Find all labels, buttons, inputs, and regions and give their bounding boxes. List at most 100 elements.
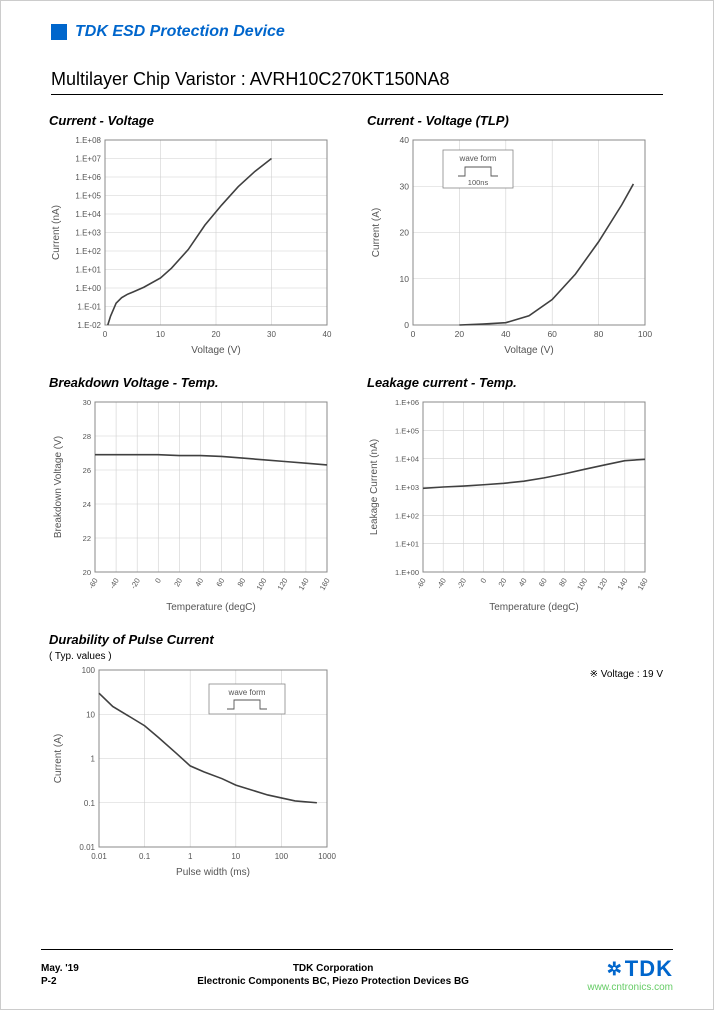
svg-text:Breakdown Voltage (V): Breakdown Voltage (V) bbox=[53, 436, 64, 538]
footer-left: May. '19 P-2 bbox=[41, 962, 79, 988]
svg-text:0: 0 bbox=[404, 320, 409, 330]
svg-text:1.E+03: 1.E+03 bbox=[75, 229, 101, 238]
svg-text:30: 30 bbox=[267, 330, 276, 339]
svg-text:-40: -40 bbox=[435, 577, 448, 591]
svg-text:0: 0 bbox=[411, 329, 416, 339]
svg-text:40: 40 bbox=[323, 330, 332, 339]
chart-pulse: Durability of Pulse Current ( Typ. value… bbox=[49, 632, 347, 879]
svg-text:1.E+02: 1.E+02 bbox=[75, 247, 101, 256]
svg-text:26: 26 bbox=[83, 466, 91, 475]
svg-text:0.1: 0.1 bbox=[84, 799, 96, 808]
tdk-logo-text: TDK bbox=[625, 956, 673, 982]
svg-text:Voltage (V): Voltage (V) bbox=[191, 345, 240, 356]
svg-text:80: 80 bbox=[235, 577, 247, 589]
svg-text:0.01: 0.01 bbox=[79, 843, 95, 852]
svg-text:1.E+05: 1.E+05 bbox=[75, 192, 101, 201]
svg-text:160: 160 bbox=[636, 577, 650, 592]
header-title: TDK ESD Protection Device bbox=[75, 23, 285, 41]
chart-tlp: Current - Voltage (TLP) 0204060801000102… bbox=[367, 113, 665, 357]
svg-text:10: 10 bbox=[231, 852, 240, 861]
svg-text:-20: -20 bbox=[129, 577, 142, 591]
footer-center: TDK Corporation Electronic Components BC… bbox=[197, 962, 469, 988]
svg-text:160: 160 bbox=[318, 577, 332, 592]
svg-text:wave form: wave form bbox=[228, 688, 266, 697]
svg-text:100: 100 bbox=[82, 666, 96, 675]
chart-leak-title: Leakage current - Temp. bbox=[367, 375, 665, 390]
chart-tlp-title: Current - Voltage (TLP) bbox=[367, 113, 665, 128]
chart-bdv-title: Breakdown Voltage - Temp. bbox=[49, 375, 347, 390]
svg-text:140: 140 bbox=[615, 577, 629, 592]
svg-text:100: 100 bbox=[275, 852, 289, 861]
footer-company: TDK Corporation bbox=[197, 962, 469, 975]
chart-leak-svg: -60-40-200204060801001201401601.E+001.E+… bbox=[367, 394, 657, 614]
svg-text:120: 120 bbox=[595, 577, 609, 592]
svg-text:1.E+06: 1.E+06 bbox=[395, 398, 419, 407]
svg-text:40: 40 bbox=[501, 329, 511, 339]
svg-text:40: 40 bbox=[517, 577, 529, 589]
svg-text:1.E-02: 1.E-02 bbox=[77, 321, 101, 330]
svg-text:10: 10 bbox=[86, 710, 95, 719]
svg-text:0: 0 bbox=[103, 330, 108, 339]
svg-text:20: 20 bbox=[400, 228, 410, 238]
svg-text:1.E+04: 1.E+04 bbox=[75, 210, 101, 219]
svg-text:140: 140 bbox=[297, 577, 311, 592]
svg-text:40: 40 bbox=[193, 577, 205, 589]
svg-text:1.E-01: 1.E-01 bbox=[77, 303, 101, 312]
chart-bdv-svg: -60-40-200204060801001201401602022242628… bbox=[49, 394, 339, 614]
svg-text:1.E+00: 1.E+00 bbox=[395, 568, 419, 577]
svg-text:-60: -60 bbox=[415, 577, 428, 591]
svg-text:24: 24 bbox=[83, 500, 91, 509]
footer-page: P-2 bbox=[41, 975, 79, 988]
svg-text:22: 22 bbox=[83, 534, 91, 543]
svg-text:1.E+01: 1.E+01 bbox=[395, 540, 419, 549]
svg-text:Temperature (degC): Temperature (degC) bbox=[166, 602, 255, 613]
chart-iv: Current - Voltage 0 10 20 30 40 1.E-02 1.E-01 1… bbox=[49, 113, 347, 357]
svg-text:100ns: 100ns bbox=[468, 178, 489, 187]
svg-text:Leakage Current (nA): Leakage Current (nA) bbox=[369, 439, 380, 535]
svg-text:-60: -60 bbox=[87, 577, 100, 591]
svg-text:1000: 1000 bbox=[318, 852, 336, 861]
svg-text:1.E+05: 1.E+05 bbox=[395, 426, 419, 435]
chart-iv-svg: 0102030401.E-021.E-011.E+001.E+011.E+021… bbox=[49, 132, 339, 357]
header-brand-square bbox=[51, 24, 67, 40]
chart-pulse-subtitle: ( Typ. values ) bbox=[49, 651, 347, 662]
svg-text:80: 80 bbox=[594, 329, 604, 339]
chart-bdv: Breakdown Voltage - Temp. -60 -40 -20 0 20 40… bbox=[49, 375, 347, 614]
watermark: www.cntronics.com bbox=[587, 982, 673, 993]
svg-text:1.E+06: 1.E+06 bbox=[75, 173, 101, 182]
svg-text:1: 1 bbox=[91, 755, 96, 764]
svg-text:10: 10 bbox=[156, 330, 165, 339]
svg-text:1.E+01: 1.E+01 bbox=[75, 266, 101, 275]
page-header: TDK ESD Protection Device bbox=[1, 1, 713, 41]
svg-text:0.1: 0.1 bbox=[139, 852, 151, 861]
svg-text:1.E+03: 1.E+03 bbox=[395, 483, 419, 492]
footer-right: ✲TDK www.cntronics.com bbox=[587, 956, 673, 993]
svg-text:1.E+02: 1.E+02 bbox=[395, 511, 419, 520]
svg-text:20: 20 bbox=[212, 330, 221, 339]
chart-pulse-svg: 0.010.111010010000.010.1110100Pulse widt… bbox=[49, 664, 339, 879]
chart-iv-title: Current - Voltage bbox=[49, 113, 347, 128]
tdk-logo-icon: ✲ bbox=[607, 959, 623, 980]
svg-text:-20: -20 bbox=[455, 577, 468, 591]
svg-text:60: 60 bbox=[537, 577, 549, 589]
svg-text:1: 1 bbox=[188, 852, 193, 861]
svg-text:120: 120 bbox=[275, 577, 289, 592]
svg-text:Current (A): Current (A) bbox=[53, 734, 64, 783]
svg-text:0.01: 0.01 bbox=[91, 852, 107, 861]
footer-divider bbox=[41, 949, 673, 950]
svg-text:40: 40 bbox=[400, 135, 410, 145]
svg-text:60: 60 bbox=[547, 329, 557, 339]
svg-text:-40: -40 bbox=[108, 577, 121, 591]
svg-text:20: 20 bbox=[496, 577, 508, 589]
svg-text:1.E+08: 1.E+08 bbox=[75, 136, 101, 145]
svg-text:0: 0 bbox=[153, 577, 163, 585]
svg-text:28: 28 bbox=[83, 432, 91, 441]
page-title: Multilayer Chip Varistor : AVRH10C270KT1… bbox=[51, 69, 663, 95]
footer-division: Electronic Components BC, Piezo Protecti… bbox=[197, 975, 469, 988]
chart-pulse-title: Durability of Pulse Current bbox=[49, 632, 347, 647]
svg-text:20: 20 bbox=[83, 568, 91, 577]
footer-date: May. '19 bbox=[41, 962, 79, 975]
svg-text:Current (nA): Current (nA) bbox=[51, 205, 62, 260]
svg-text:100: 100 bbox=[638, 329, 652, 339]
svg-text:10: 10 bbox=[400, 274, 410, 284]
